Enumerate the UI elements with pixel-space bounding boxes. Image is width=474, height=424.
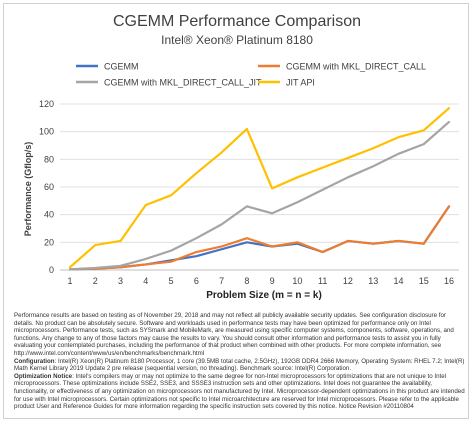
footnote: Performance results are based on testing… <box>14 312 466 411</box>
y-tick-label: 100 <box>39 127 54 137</box>
chart-title: CGEMM Performance Comparison <box>112 13 362 30</box>
x-tick-label: 5 <box>169 276 174 286</box>
x-tick-label: 15 <box>419 276 429 286</box>
chart-frame: CGEMM Performance Comparison Intel® Xeon… <box>3 3 469 419</box>
grid <box>60 103 459 271</box>
x-tick-label: 1 <box>67 276 72 286</box>
legend-label: CGEMM with MKL_DIRECT_CALL <box>286 62 426 72</box>
x-tick-label: 16 <box>444 276 454 286</box>
footnote-configuration: Configuration: Intel(R) Xeon(R) Platinum… <box>14 358 466 373</box>
series-lines <box>68 107 451 271</box>
x-tick-label: 8 <box>244 276 249 286</box>
x-tick-label: 14 <box>393 276 403 286</box>
y-tick-label: 20 <box>44 237 54 247</box>
y-tick-label: 80 <box>44 154 54 164</box>
series-line <box>68 120 451 271</box>
x-tick-label: 3 <box>118 276 123 286</box>
x-tick-label: 4 <box>143 276 148 286</box>
footnote-performance: Performance results are based on testing… <box>14 312 454 357</box>
series-line <box>68 107 451 269</box>
x-tick-label: 9 <box>270 276 275 286</box>
x-tick-label: 10 <box>292 276 302 286</box>
x-tick-label: 13 <box>368 276 378 286</box>
series-line <box>68 205 451 271</box>
y-axis-label: Performance (Gflop/s) <box>23 142 33 237</box>
optimization-label: Optimization Notice <box>14 372 73 380</box>
chart-subtitle: Intel® Xeon® Platinum 8180 <box>161 33 313 47</box>
legend-label: CGEMM with MKL_DIRECT_CALL_JIT <box>104 78 262 88</box>
configuration-text: : Intel(R) Xeon(R) Platinum 8180 Process… <box>14 357 465 373</box>
legend-label: CGEMM <box>104 62 139 72</box>
y-tick-label: 120 <box>39 99 54 109</box>
y-tick-label: 60 <box>44 182 54 192</box>
configuration-label: Configuration <box>14 357 55 365</box>
x-axis-label: Problem Size (m = n = k) <box>206 290 322 301</box>
x-tick-label: 12 <box>343 276 353 286</box>
x-tick-label: 2 <box>93 276 98 286</box>
optimization-text: : Intel's compilers may or may not optim… <box>14 372 465 411</box>
x-tick-label: 7 <box>219 276 224 286</box>
series-line <box>68 205 451 271</box>
footnote-optimization: Optimization Notice: Intel's compilers m… <box>14 373 466 411</box>
y-tick-label: 40 <box>44 210 54 220</box>
x-tick-label: 11 <box>318 276 327 286</box>
y-tick-label: 0 <box>49 265 54 275</box>
x-tick-label: 6 <box>194 276 199 286</box>
legend-label: JIT API <box>286 78 315 88</box>
line-chart: CGEMM CGEMM with MKL_DIRECT_CALL CGEMM wit… <box>23 62 459 301</box>
legend: CGEMM CGEMM with MKL_DIRECT_CALL CGEMM wit… <box>76 62 426 88</box>
